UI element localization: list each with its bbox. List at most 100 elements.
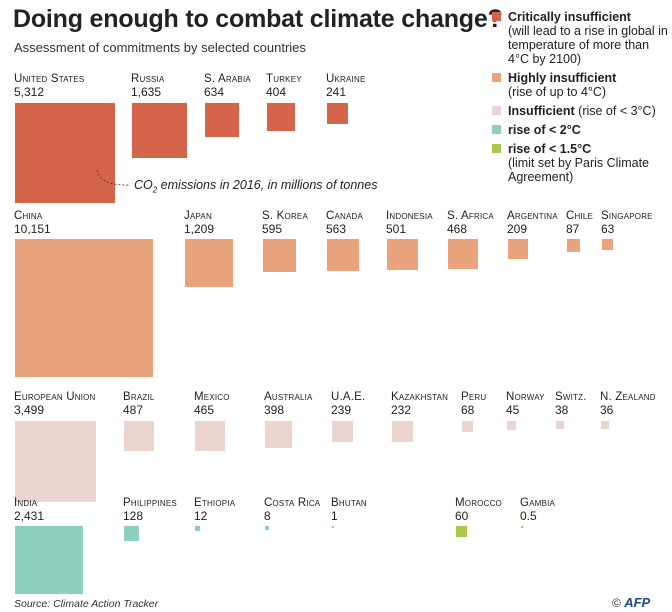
emission-square-morocco [456,526,467,537]
country-label-costa-rica: Costa Rica 8 [264,497,320,523]
country-value: 209 [507,222,528,236]
emission-square-mexico [195,421,225,451]
emission-square-s-arabia [205,103,240,138]
country-value: 465 [194,403,215,417]
country-name: Ukraine [326,73,366,85]
emission-square-kazakhstan [392,421,413,442]
country-name: Turkey [266,73,302,85]
country-label-peru: Peru 68 [461,391,486,417]
country-label-s-africa: S. Africa 468 [447,210,494,236]
country-label-singapore: Singapore 63 [601,210,653,236]
country-value: 2,431 [14,509,45,523]
country-value: 60 [455,509,469,523]
legend-note: (limit set by Paris Climate Agreement) [508,156,649,184]
country-name: Gambia [520,497,556,509]
legend-item-critically-insufficient: Critically insufficient (will lead to a … [490,10,670,66]
country-value: 404 [266,85,287,99]
country-value: 595 [262,222,283,236]
country-value: 38 [555,403,569,417]
country-value: 487 [123,403,144,417]
country-label-indonesia: Indonesia 501 [386,210,433,236]
emission-square-chile [567,239,580,252]
country-label-s-arabia: S. Arabia 634 [204,73,251,99]
country-name: U.A.E. [331,391,366,403]
legend-item-insufficient: Insufficient (rise of < 3°C) [490,104,670,118]
country-label-switz: Switz. 38 [555,391,587,417]
country-name: Japan [184,210,212,222]
emission-square-argentina [508,239,528,259]
country-label-turkey: Turkey 404 [266,73,302,99]
country-label-ethiopia: Ethiopia 12 [194,497,235,523]
country-name: European Union [14,391,96,403]
country-label-india: India 2,431 [14,497,44,523]
legend-note: (rise of < 3°C) [578,104,656,118]
annotation-suffix: emissions in 2016, in millions of tonnes [157,178,378,192]
source-note: Source: Climate Action Tracker [14,598,159,610]
country-value: 0.5 [520,509,537,523]
country-name: Australia [264,391,313,403]
legend: Critically insufficient (will lead to a … [490,10,670,189]
country-value: 1,209 [184,222,215,236]
country-name: Brazil [123,391,155,403]
country-value: 12 [194,509,208,523]
country-name: Morocco [455,497,502,509]
annotation-subscript: 2 [152,185,158,195]
legend-label: Insufficient [508,104,575,118]
country-name: Canada [326,210,364,222]
country-value: 3,499 [14,403,45,417]
country-label-japan: Japan 1,209 [184,210,214,236]
legend-swatch [492,144,501,153]
annotation-prefix: CO [134,178,153,192]
emission-square-canada [327,239,360,272]
emission-square-japan [185,239,233,287]
country-label-n-zealand: N. Zealand 36 [600,391,656,417]
emission-square-bhutan [332,526,334,528]
country-label-european-union: European Union 3,499 [14,391,96,417]
legend-note: (will lead to a rise in global in temper… [508,24,668,66]
legend-item-rise-below-2: rise of < 2°C [490,123,670,137]
emission-square-india [15,526,83,594]
legend-swatch [492,12,501,21]
country-value: 87 [566,222,580,236]
legend-swatch [492,106,501,115]
country-name: Indonesia [386,210,433,222]
emission-square-indonesia [387,239,418,270]
country-label-mexico: Mexico 465 [194,391,230,417]
country-label-brazil: Brazil 487 [123,391,155,417]
country-name: Singapore [601,210,653,222]
country-value: 468 [447,222,468,236]
country-name: China [14,210,43,222]
country-value: 634 [204,85,225,99]
legend-item-highly-insufficient: Highly insufficient (rise of up to 4°C) [490,71,670,99]
emission-square-costa-rica [265,526,269,530]
country-value: 10,151 [14,222,51,236]
country-name: India [14,497,38,509]
page-subtitle: Assessment of commitments by selected co… [14,40,306,55]
country-name: Philippines [123,497,177,509]
legend-label: Critically insufficient [508,10,631,24]
country-value: 239 [331,403,352,417]
emission-square-singapore [602,239,613,250]
emission-square-gambia [521,526,523,528]
country-label-ukraine: Ukraine 241 [326,73,366,99]
emission-square-u-a-e [332,421,354,443]
country-name: United States [14,73,85,85]
country-name: Switz. [555,391,587,403]
legend-note: (rise of up to 4°C) [508,85,607,99]
country-name: Russia [131,73,165,85]
country-name: S. Korea [262,210,309,222]
emission-square-switz [556,421,565,430]
country-label-morocco: Morocco 60 [455,497,502,523]
emission-square-brazil [124,421,155,452]
country-name: S. Africa [447,210,494,222]
emission-square-s-africa [448,239,478,269]
country-value: 128 [123,509,144,523]
country-name: Norway [506,391,545,403]
country-label-united-states: United States 5,312 [14,73,84,99]
country-name: Costa Rica [264,497,321,509]
emission-square-russia [132,103,188,159]
country-name: Ethiopia [194,497,236,509]
emission-square-ukraine [327,103,349,125]
country-name: Kazakhstan [391,391,449,403]
country-value: 241 [326,85,347,99]
